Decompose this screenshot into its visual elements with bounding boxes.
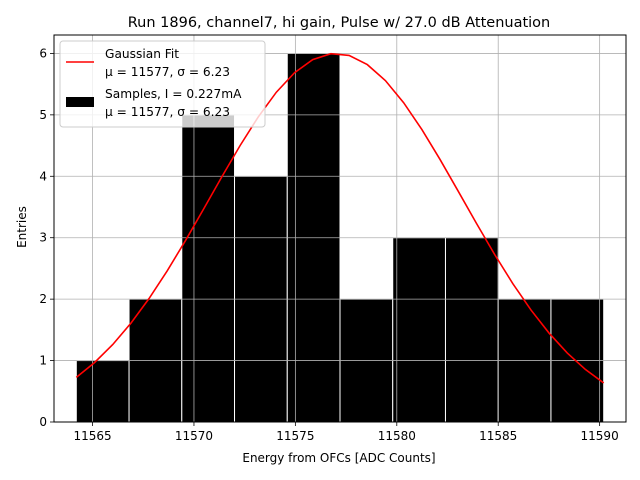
legend: Gaussian Fit μ = 11577, σ = 6.23 Samples, … [59, 40, 266, 128]
legend-label: Samples, I = 0.227mA [105, 87, 242, 101]
legend-box [59, 40, 266, 128]
y-tick-label: 0 [39, 415, 47, 429]
legend-stats: μ = 11577, σ = 6.23 [105, 65, 230, 79]
x-tick-label: 11570 [175, 429, 213, 443]
y-tick-label: 3 [39, 231, 47, 245]
y-tick-label: 1 [39, 354, 47, 368]
legend-stats: μ = 11577, σ = 6.23 [105, 105, 230, 119]
chart-title: Run 1896, channel7, hi gain, Pulse w/ 27… [128, 15, 551, 31]
x-tick-label: 11565 [73, 429, 111, 443]
y-tick-label: 6 [39, 46, 47, 60]
y-tick-label: 4 [39, 169, 47, 183]
x-tick-label: 11580 [378, 429, 416, 443]
histogram-bar [75, 360, 130, 423]
legend-samples-swatch [66, 97, 94, 107]
x-tick-label: 11590 [581, 429, 619, 443]
histogram-bar [444, 237, 499, 423]
gaussian-fit-line [75, 52, 605, 384]
x-tick-label: 11585 [479, 429, 517, 443]
histogram-bar [392, 237, 446, 423]
axes-frame [53, 34, 627, 423]
histogram-bar [181, 114, 236, 423]
x-tick-label: 11575 [276, 429, 314, 443]
y-tick-label: 2 [39, 292, 47, 306]
plot-area: 11565 11570 11575 11580 11585 11590 0 1 2 3 4 5 6 Gau… [39, 34, 627, 443]
legend-label: Gaussian Fit [105, 47, 179, 61]
y-tick-label: 5 [39, 108, 47, 122]
x-axis-label: Energy from OFCs [ADC Counts] [242, 451, 435, 465]
y-axis-label: Entries [15, 206, 29, 248]
